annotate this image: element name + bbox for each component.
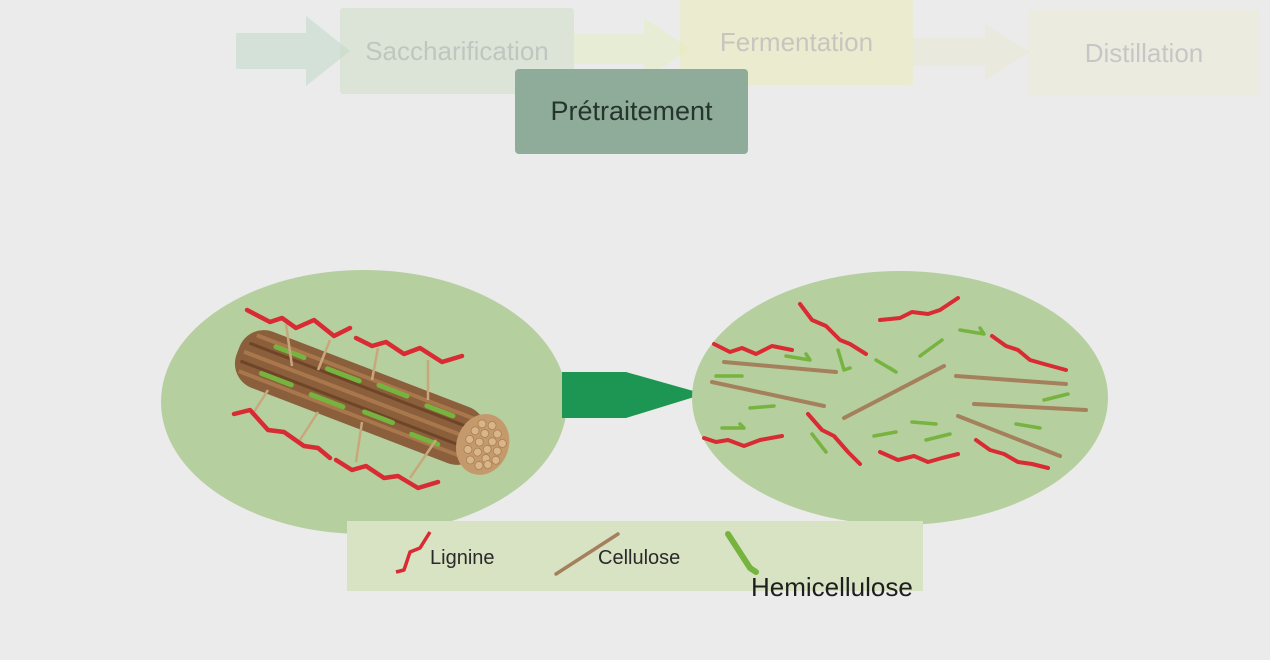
- legend-label-lignin: Lignine: [430, 547, 495, 569]
- cellulose-fragments: [710, 360, 1088, 458]
- hemicellulose-fragments: [714, 326, 1070, 454]
- flow-arrow-late: [913, 24, 1030, 80]
- step-saccharification[interactable]: Saccharification: [340, 8, 574, 94]
- step-pretreatment[interactable]: Prétraitement: [515, 69, 748, 154]
- treated-biomass-circle: [692, 271, 1108, 525]
- flow-arrow-start: [236, 16, 350, 86]
- step-distillation[interactable]: Distillation: [1028, 10, 1260, 96]
- lignin-legend-icon: [395, 531, 432, 574]
- lignin-cellulose-links: [252, 323, 438, 479]
- transformation-arrow: [562, 372, 704, 418]
- lignin-strands-intact: [231, 307, 465, 491]
- hemicellulose-legend-icon: [725, 531, 759, 575]
- legend-panel: [347, 521, 923, 591]
- legend-label-cellulose: Cellulose: [598, 547, 681, 569]
- flow-arrow-mid: [574, 18, 690, 80]
- legend-label-hemicellulose: Hemicellulose: [751, 572, 913, 602]
- process-flow-arrows: [236, 16, 1030, 86]
- lignin-fragments: [702, 296, 1068, 470]
- cellulose-legend-icon: [554, 532, 620, 576]
